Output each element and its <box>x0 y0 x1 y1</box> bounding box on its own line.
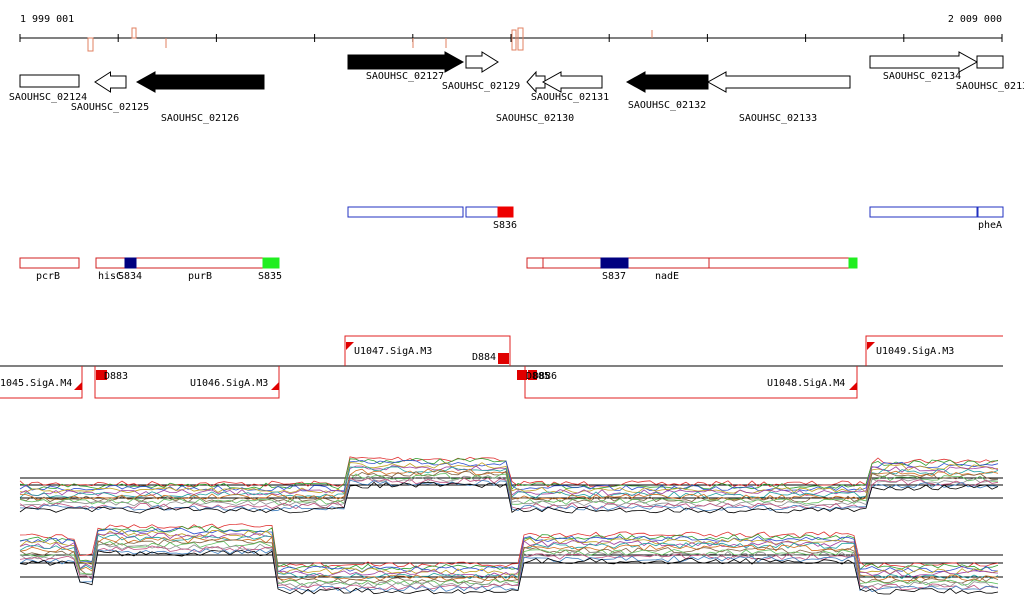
segment-label: pheA <box>978 220 1002 231</box>
profile-line <box>19 532 999 577</box>
segment-label: S837 <box>602 271 626 282</box>
gene-arrow <box>526 70 546 94</box>
profile-line <box>19 536 999 582</box>
gene-arrow <box>347 51 465 73</box>
gene-arrow <box>94 71 127 93</box>
segment-label: nadE <box>655 271 679 282</box>
promoter-label: D884 <box>472 352 496 363</box>
ruler-end: 2 009 000 <box>948 14 1002 25</box>
profile-line <box>19 473 998 505</box>
gene-arrow <box>19 74 80 88</box>
ruler-start: 1 999 001 <box>20 14 74 25</box>
profile-line <box>19 462 999 495</box>
profile-line <box>19 548 999 593</box>
segment <box>347 206 464 218</box>
profile-line <box>19 479 999 512</box>
gene-arrow <box>541 71 603 93</box>
segment-label: S835 <box>258 271 282 282</box>
segment <box>465 206 499 218</box>
profile-line <box>19 538 999 584</box>
gene-label: SAOUHSC_02132 <box>628 100 706 111</box>
gene-label: SAOUHSC_02126 <box>161 113 239 124</box>
gene-arrow <box>976 55 1004 69</box>
gene-label: SAOUHSC_02124 <box>9 92 87 103</box>
segment <box>526 257 544 269</box>
profile-line <box>19 481 999 514</box>
ruler-ticks <box>19 34 1003 42</box>
promoter-label: U1046.SigA.M3 <box>190 378 268 389</box>
profile-line <box>19 527 999 573</box>
segment <box>124 257 137 269</box>
segment <box>19 257 80 269</box>
gene-label: SAOUHSC_02133 <box>739 113 817 124</box>
gene-arrow <box>135 71 265 93</box>
gene-arrow <box>706 71 851 93</box>
profile-line <box>19 466 999 499</box>
gene-label: SAOUHSC_02129 <box>442 81 520 92</box>
gene-label: SAOUHSC_02125 <box>71 102 149 113</box>
promoter-label: 1045.SigA.M4 <box>0 378 72 389</box>
gene-label: SAOUHSC_02130 <box>496 113 574 124</box>
segment-label: pcrB <box>36 271 60 282</box>
gene-arrow <box>869 51 979 73</box>
promoter-label: D883 <box>104 371 128 382</box>
segment <box>95 257 280 269</box>
segment <box>848 257 858 269</box>
promoter-label: D885 <box>526 371 550 382</box>
promoter-track <box>0 335 1003 399</box>
segment <box>708 257 851 269</box>
segment <box>600 257 629 269</box>
segment <box>977 206 1004 218</box>
profile-line <box>19 545 999 591</box>
ruler-marks <box>87 27 653 52</box>
profile-line <box>19 456 999 488</box>
profile-line <box>19 470 998 503</box>
promoter-label: U1048.SigA.M4 <box>767 378 845 389</box>
gene-label: SAOUHSC_02131 <box>531 92 609 103</box>
profile-line <box>19 459 999 492</box>
segment-label: S834 <box>118 271 142 282</box>
segment <box>497 206 514 218</box>
profile-line <box>19 534 999 580</box>
segment <box>869 206 978 218</box>
profile-line <box>19 525 999 571</box>
promoter-label: U1047.SigA.M3 <box>354 346 432 357</box>
segment-label: S836 <box>493 220 517 231</box>
gene-arrow <box>465 51 499 73</box>
profile-line <box>19 549 999 595</box>
segment-label: hisC <box>98 271 122 282</box>
segment-label: purB <box>188 271 212 282</box>
promoter-label: D886 <box>533 371 557 382</box>
profile-line <box>19 541 999 586</box>
segment <box>262 257 280 269</box>
gene-arrow <box>625 71 709 93</box>
expression-profiles <box>19 456 1003 595</box>
gene-label: SAOUHSC_02127 <box>366 71 444 82</box>
promoter-label: U1049.SigA.M3 <box>876 346 954 357</box>
gene-label: SAOUHSC_02135 <box>956 81 1024 92</box>
gene-label: SAOUHSC_02134 <box>883 71 961 82</box>
